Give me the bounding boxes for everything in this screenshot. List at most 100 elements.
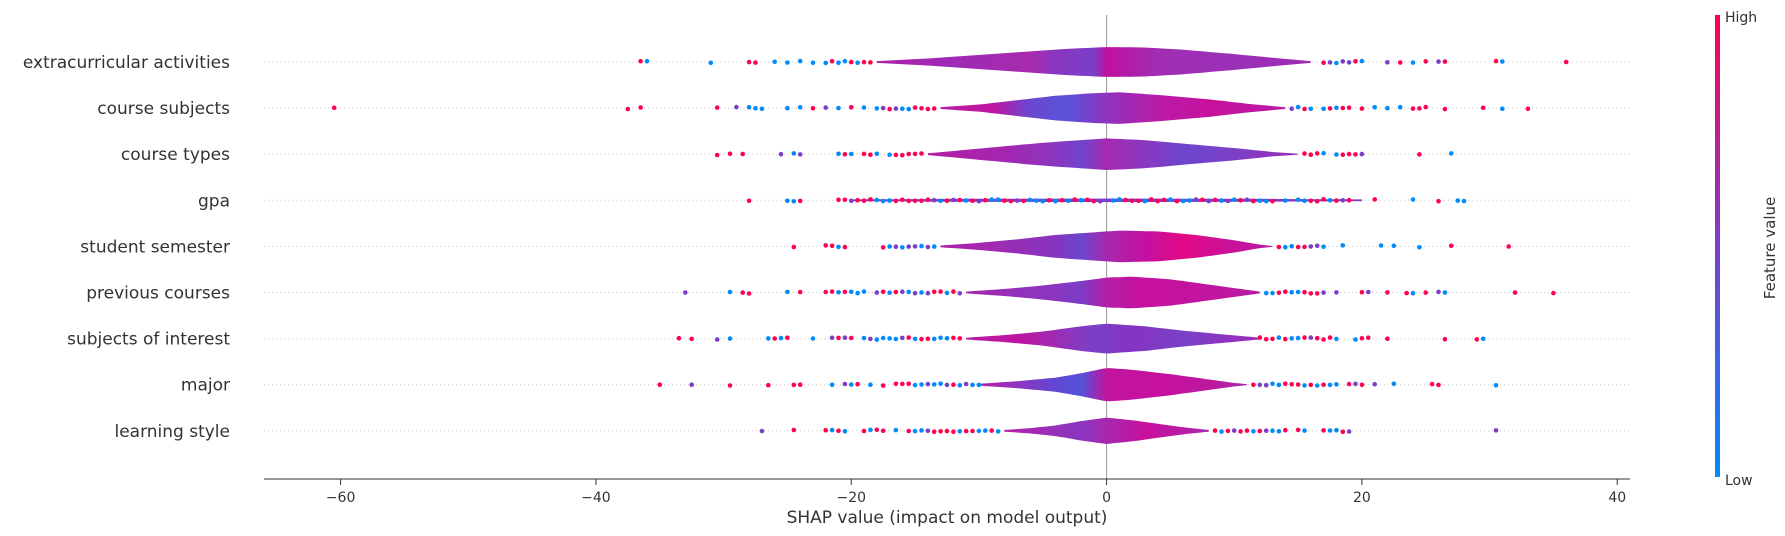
dot-extracurricular-activities [868, 60, 873, 65]
dot-gpa [951, 197, 956, 203]
dot-previous-courses [740, 290, 745, 295]
dot-major [1257, 382, 1263, 388]
dot-extracurricular-activities [1410, 60, 1416, 65]
dot-gpa [1461, 198, 1467, 204]
dot-gpa [1314, 199, 1320, 204]
dot-previous-courses [842, 289, 848, 295]
dot-course-types [791, 151, 797, 156]
dot-gpa [963, 198, 969, 203]
dot-gpa [1346, 197, 1352, 203]
dot-subjects-of-interest [1270, 336, 1275, 342]
dot-previous-courses [874, 290, 880, 295]
dot-course-subjects [1334, 105, 1339, 111]
dot-major [1493, 383, 1499, 388]
dot-gpa [1174, 198, 1180, 204]
dot-gpa [906, 198, 911, 204]
dot-course-types [1353, 152, 1358, 157]
dot-major [880, 383, 886, 388]
feature-label-extracurricular-activities: extracurricular activities [23, 53, 230, 73]
dot-gpa [1327, 198, 1333, 203]
dot-subjects-of-interest [1327, 335, 1333, 340]
dot-student-semester [1276, 244, 1282, 250]
dot-student-semester [1449, 243, 1454, 249]
dot-gpa [1059, 197, 1065, 203]
dot-learning-style [893, 427, 899, 433]
dot-gpa [1066, 198, 1071, 203]
dot-gpa [1436, 198, 1441, 204]
dot-course-types [740, 151, 745, 157]
dot-gpa [1091, 198, 1097, 204]
dot-subjects-of-interest [861, 335, 867, 341]
dot-previous-courses [1334, 290, 1339, 295]
dot-subjects-of-interest [957, 336, 963, 341]
dot-previous-courses [906, 289, 911, 295]
dot-learning-style [1257, 428, 1263, 434]
dot-learning-style [1219, 429, 1224, 434]
dot-subjects-of-interest [887, 336, 892, 341]
dot-subjects-of-interest [785, 335, 790, 341]
dot-course-subjects [331, 105, 337, 111]
dot-previous-courses [797, 289, 803, 295]
dot-extracurricular-activities [1436, 59, 1441, 64]
dot-course-types [900, 152, 905, 158]
x-axis: −60 −40 −20 0 20 40 SHAP value (impact on mod… [264, 478, 1630, 528]
dot-course-subjects [1302, 106, 1307, 112]
colorbar-high-label: High [1725, 10, 1757, 26]
dot-extracurricular-activities [1397, 60, 1403, 65]
feature-label-course-types: course types [121, 145, 230, 165]
dot-major [791, 382, 797, 388]
dot-previous-courses [919, 290, 924, 295]
dot-gpa [1410, 197, 1416, 202]
dot-subjects-of-interest [900, 335, 905, 341]
dot-gpa [1206, 198, 1211, 204]
dot-major [797, 382, 803, 388]
dot-learning-style [1327, 428, 1333, 433]
dot-learning-style [1212, 428, 1218, 433]
dot-course-types [714, 152, 720, 158]
dot-course-types [778, 151, 784, 157]
dot-previous-courses [785, 289, 790, 295]
dot-student-semester [1308, 244, 1314, 249]
dot-subjects-of-interest [1480, 336, 1486, 342]
dot-gpa [1021, 198, 1026, 204]
violin-major [978, 368, 1247, 402]
dot-previous-courses [849, 289, 854, 295]
dot-gpa [957, 197, 963, 203]
dot-gpa [893, 198, 899, 204]
dot-learning-style [842, 429, 848, 434]
dot-gpa [976, 198, 982, 204]
dot-subjects-of-interest [1295, 335, 1301, 341]
dot-previous-courses [925, 290, 931, 296]
dot-major [1353, 381, 1358, 387]
dot-learning-style [963, 428, 969, 434]
dot-course-subjects [1327, 106, 1333, 111]
dot-major [912, 382, 918, 388]
dot-previous-courses [1366, 289, 1371, 295]
dot-gpa [1219, 198, 1224, 203]
dot-course-subjects [836, 105, 841, 111]
dot-major [1295, 382, 1301, 387]
dot-student-semester [1302, 244, 1307, 250]
dot-gpa [855, 197, 860, 203]
dot-gpa [1340, 198, 1346, 203]
dot-subjects-of-interest [1321, 337, 1326, 342]
dot-learning-style [912, 428, 918, 434]
dot-subjects-of-interest [727, 336, 733, 341]
dot-course-subjects [887, 106, 892, 112]
dot-student-semester [791, 244, 797, 250]
dot-major [1276, 382, 1282, 388]
dot-course-types [874, 151, 880, 157]
dot-previous-courses [931, 289, 937, 295]
dot-course-subjects [912, 105, 918, 110]
dot-gpa [1244, 197, 1250, 202]
dot-subjects-of-interest [1302, 335, 1307, 340]
dot-extracurricular-activities [836, 60, 841, 66]
dot-previous-courses [1270, 290, 1275, 296]
dot-subjects-of-interest [944, 336, 950, 341]
dot-course-types [868, 152, 873, 157]
dot-subjects-of-interest [836, 335, 841, 341]
dot-student-semester [880, 245, 886, 250]
dot-subjects-of-interest [1289, 336, 1294, 341]
dot-course-subjects [1308, 106, 1314, 112]
dot-learning-style [1295, 427, 1301, 433]
